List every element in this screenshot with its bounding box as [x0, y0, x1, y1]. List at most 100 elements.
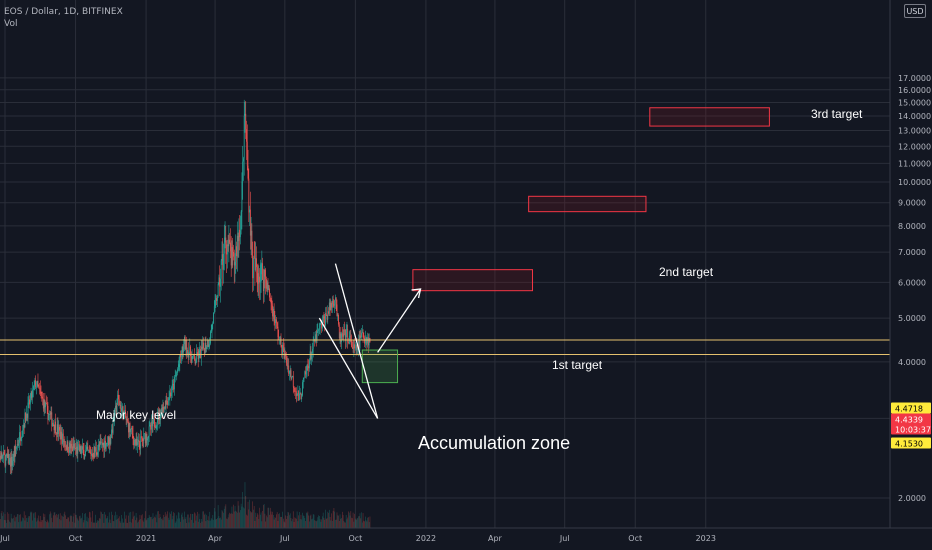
volume-bar [368, 522, 370, 528]
volume-bar [138, 519, 140, 528]
volume-bar [16, 513, 18, 528]
candle-body [0, 455, 1, 460]
volume-bar [38, 515, 40, 528]
candle-body [312, 349, 313, 354]
volume-bar [269, 507, 271, 528]
level-bottom-tag-bg [891, 437, 931, 449]
candle-body [233, 256, 235, 266]
volume-bar [119, 521, 121, 528]
candle-body [46, 403, 48, 407]
currency-button[interactable]: USD [904, 4, 926, 18]
candle-body [256, 267, 258, 274]
volume-bar [187, 514, 189, 528]
volume-bar [123, 522, 125, 528]
candle-body [68, 451, 70, 453]
volume-bar [322, 512, 324, 528]
candle-body [140, 436, 142, 449]
target-2-box [528, 195, 647, 213]
candle-body [227, 244, 229, 247]
candle-body [226, 244, 228, 255]
volume-bar [341, 511, 343, 528]
candle-body [93, 446, 95, 458]
volume-bar [20, 521, 22, 528]
candle-body [145, 433, 147, 444]
candle-body [315, 334, 316, 342]
volume-bar [324, 519, 326, 528]
volume-bar [26, 521, 28, 528]
volume-bar [91, 521, 92, 528]
candle-body [197, 355, 199, 360]
time-tick-label: Apr [488, 534, 503, 543]
volume-bar [27, 517, 29, 528]
volume-bar [102, 514, 103, 528]
candle-body [25, 412, 27, 421]
candle-body [287, 365, 289, 367]
volume-bar [164, 517, 165, 528]
candle-body [44, 399, 46, 408]
volume-bar [253, 509, 254, 528]
candle-body [122, 406, 124, 420]
volume-bar [329, 516, 331, 528]
candle-body [72, 446, 73, 452]
candle-body [43, 399, 45, 409]
candle-body [365, 337, 367, 339]
volume-bar [294, 517, 296, 528]
volume-bar [306, 513, 308, 528]
volume-bar [74, 522, 76, 528]
price-tick-label: 2.0000 [898, 494, 926, 503]
volume-bar [282, 518, 284, 528]
candle-body [308, 360, 310, 369]
volume-bar [60, 520, 62, 528]
volume-bar [85, 513, 86, 528]
volume-bar [220, 519, 222, 528]
volume-bar [120, 522, 122, 528]
volume-bar [33, 513, 34, 528]
candle-body [244, 113, 246, 116]
candle-body [322, 316, 324, 322]
volume-bar [130, 511, 132, 528]
volume-bar [235, 510, 237, 528]
volume-bar [292, 511, 294, 528]
volume-bar [221, 510, 223, 528]
candle-body [331, 303, 333, 308]
candle-body [29, 399, 30, 405]
candle-body [86, 446, 88, 450]
volume-bar [299, 512, 300, 528]
volume-bar [98, 520, 99, 528]
volume-bar [160, 517, 161, 528]
candle-body [231, 247, 233, 266]
volume-bar [56, 517, 58, 528]
volume-bar [209, 511, 211, 528]
volume-bar [93, 522, 95, 528]
candle-body [263, 269, 265, 292]
volume-bar [203, 511, 204, 528]
candle-body [206, 347, 208, 350]
candle-body [293, 386, 295, 388]
candle-body [345, 329, 347, 341]
volume-bar [81, 517, 83, 528]
candle-body [351, 339, 352, 347]
current-price-tag-bg [891, 413, 931, 435]
volume-bar [37, 520, 39, 528]
candle-body [309, 351, 311, 361]
volume-bar [46, 522, 47, 528]
candle-body [232, 247, 234, 252]
candle-body [186, 340, 188, 354]
volume-bar [227, 517, 229, 528]
level-bottom-tag: 4.1530 [891, 437, 931, 449]
candle-body [23, 424, 24, 431]
volume-bar [274, 517, 276, 528]
volume-bar [193, 522, 194, 528]
candle-body [74, 447, 76, 449]
volume-bar [263, 505, 264, 528]
candle-body [130, 429, 132, 432]
volume-bar [35, 512, 37, 528]
candle-body [282, 344, 284, 350]
candle-body [168, 398, 170, 400]
volume-bar [141, 514, 143, 528]
candle-body [143, 433, 145, 441]
volume-bar [338, 515, 339, 528]
volume-bar [241, 506, 243, 528]
volume-bar [159, 514, 161, 528]
